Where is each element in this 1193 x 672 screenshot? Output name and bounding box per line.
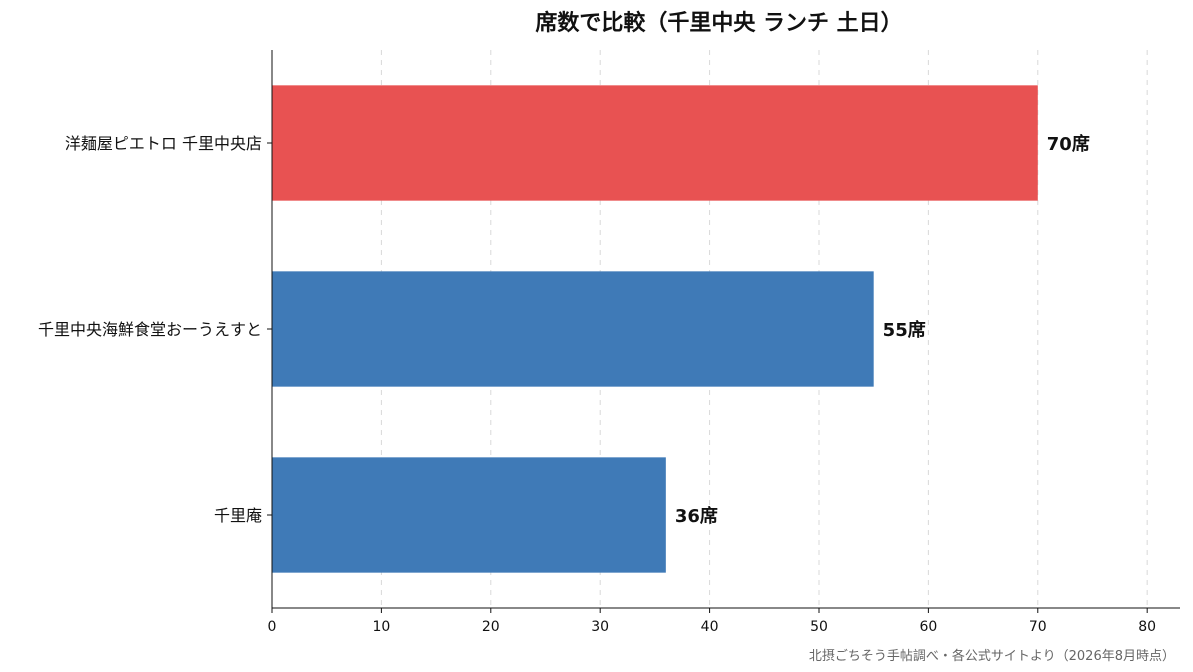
x-tick-label: 20 bbox=[482, 619, 500, 635]
source-note: 北摂ごちそう手帖調べ・各公式サイトより（2026年8月時点） bbox=[809, 648, 1175, 664]
labels: 0 10 20 30 40 50 60 70 80 洋麺屋ピエトロ 千里中央店 70席千里中央海鮮食… bbox=[38, 133, 1156, 635]
axes bbox=[267, 50, 1180, 613]
bar bbox=[272, 457, 666, 573]
bar bbox=[272, 85, 1038, 201]
bars bbox=[272, 85, 1038, 573]
category-label: 千里中央海鮮食堂おーうえすと bbox=[38, 320, 262, 339]
category-label: 洋麺屋ピエトロ 千里中央店 bbox=[65, 134, 262, 153]
x-tick-label: 50 bbox=[810, 619, 828, 635]
x-tick-label: 40 bbox=[701, 619, 719, 635]
data-label: 70席 bbox=[1047, 133, 1090, 155]
chart-title: 席数で比較（千里中央 ランチ 土日） bbox=[535, 10, 902, 36]
data-label: 55席 bbox=[883, 319, 926, 341]
x-tick-label: 30 bbox=[591, 619, 609, 635]
x-tick-label: 70 bbox=[1029, 619, 1047, 635]
x-tick-label: 60 bbox=[919, 619, 937, 635]
category-label: 千里庵 bbox=[214, 506, 262, 525]
x-tick-label: 80 bbox=[1138, 619, 1156, 635]
x-tick-label: 0 bbox=[268, 619, 277, 635]
bar bbox=[272, 271, 874, 387]
data-label: 36席 bbox=[675, 505, 718, 527]
x-tick-label: 10 bbox=[372, 619, 390, 635]
